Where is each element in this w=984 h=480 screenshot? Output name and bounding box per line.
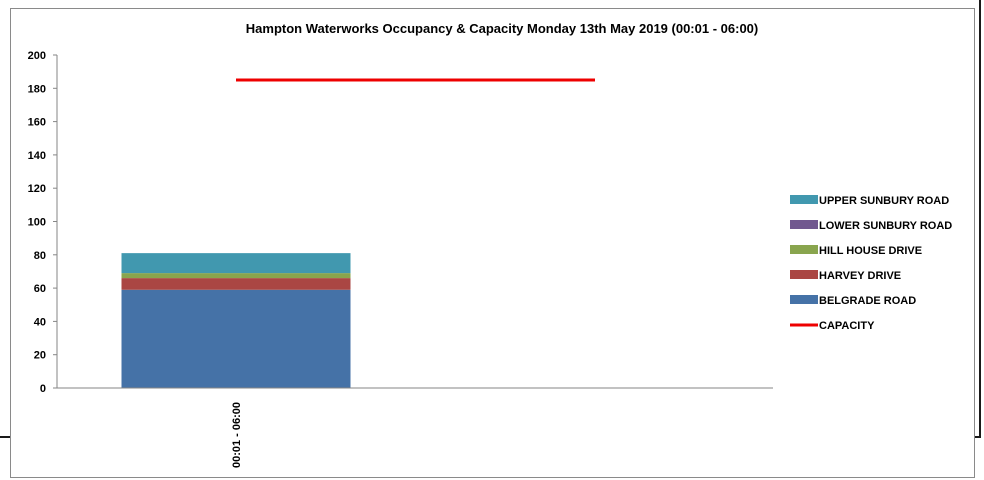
y-tick-label: 20	[34, 350, 46, 362]
legend-label: HARVEY DRIVE	[819, 270, 901, 282]
y-tick-label: 180	[28, 83, 46, 95]
y-tick-label: 120	[28, 183, 46, 195]
y-tick-label: 40	[34, 316, 46, 328]
y-tick-label: 0	[40, 383, 46, 395]
legend-swatch	[790, 270, 818, 279]
y-tick-label: 60	[34, 283, 46, 295]
legend-swatch	[790, 195, 818, 204]
outer-frame-edge-right	[979, 0, 981, 436]
legend-label: UPPER SUNBURY ROAD	[819, 195, 949, 207]
y-tick-label: 80	[34, 250, 46, 262]
y-tick-label: 140	[28, 150, 46, 162]
chart-title: Hampton Waterworks Occupancy & Capacity …	[246, 21, 758, 36]
legend-swatch	[790, 220, 818, 229]
bar-segment	[121, 273, 351, 279]
legend-swatch	[790, 295, 818, 304]
legend-swatch	[790, 245, 818, 254]
legend: UPPER SUNBURY ROAD LOWER SUNBURY ROAD HILL…	[790, 195, 952, 332]
bar-stack	[121, 253, 351, 388]
bar-segment	[121, 289, 351, 388]
bar-segment	[121, 278, 351, 290]
legend-label: HILL HOUSE DRIVE	[819, 245, 922, 257]
y-tick-label: 200	[28, 50, 46, 62]
legend-label: BELGRADE ROAD	[819, 295, 916, 307]
y-tick-label: 100	[28, 217, 46, 229]
y-axis: 0 20 40 60 80 100 120 140 160 180 200	[28, 50, 58, 395]
legend-label: LOWER SUNBURY ROAD	[819, 220, 952, 232]
y-tick-label: 160	[28, 117, 46, 129]
bar-segment	[121, 253, 351, 274]
x-category-label: 00:01 - 06:00	[231, 402, 243, 468]
x-axis: 00:01 - 06:00	[57, 387, 773, 468]
chart-area	[10, 8, 975, 478]
legend-label: CAPACITY	[819, 320, 875, 332]
